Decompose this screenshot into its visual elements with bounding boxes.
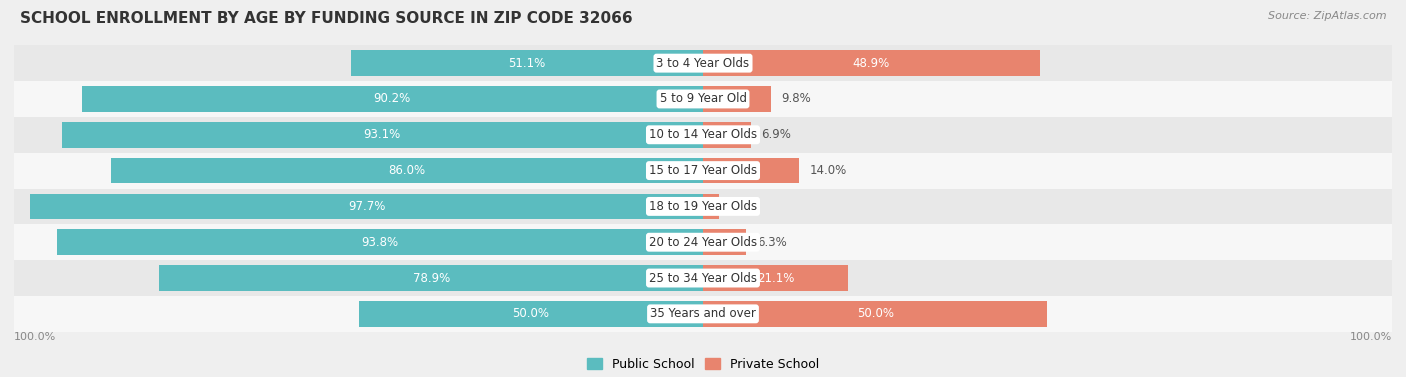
Bar — [703, 229, 747, 255]
Text: 9.8%: 9.8% — [780, 92, 811, 106]
Text: 25 to 34 Year Olds: 25 to 34 Year Olds — [650, 271, 756, 285]
Text: 100.0%: 100.0% — [1350, 332, 1392, 342]
Bar — [62, 122, 703, 148]
Text: Source: ZipAtlas.com: Source: ZipAtlas.com — [1268, 11, 1386, 21]
Bar — [111, 158, 703, 184]
Bar — [30, 193, 703, 219]
Text: 90.2%: 90.2% — [374, 92, 411, 106]
Bar — [352, 50, 703, 76]
Text: 14.0%: 14.0% — [810, 164, 846, 177]
Text: 21.1%: 21.1% — [756, 271, 794, 285]
Text: 48.9%: 48.9% — [853, 57, 890, 70]
Text: SCHOOL ENROLLMENT BY AGE BY FUNDING SOURCE IN ZIP CODE 32066: SCHOOL ENROLLMENT BY AGE BY FUNDING SOUR… — [20, 11, 633, 26]
Legend: Public School, Private School: Public School, Private School — [581, 352, 825, 377]
Bar — [703, 158, 800, 184]
Text: 78.9%: 78.9% — [412, 271, 450, 285]
Text: 93.8%: 93.8% — [361, 236, 398, 249]
Text: 3 to 4 Year Olds: 3 to 4 Year Olds — [657, 57, 749, 70]
Bar — [359, 301, 703, 327]
Bar — [159, 265, 703, 291]
Bar — [703, 265, 848, 291]
Bar — [703, 50, 1040, 76]
Text: 35 Years and over: 35 Years and over — [650, 307, 756, 320]
Text: 51.1%: 51.1% — [509, 57, 546, 70]
Bar — [56, 229, 703, 255]
Text: 5 to 9 Year Old: 5 to 9 Year Old — [659, 92, 747, 106]
Bar — [14, 117, 1392, 153]
Text: 15 to 17 Year Olds: 15 to 17 Year Olds — [650, 164, 756, 177]
Bar — [14, 296, 1392, 332]
Text: 50.0%: 50.0% — [512, 307, 550, 320]
Bar — [14, 224, 1392, 260]
Text: 18 to 19 Year Olds: 18 to 19 Year Olds — [650, 200, 756, 213]
Text: 2.3%: 2.3% — [730, 200, 759, 213]
Text: 6.3%: 6.3% — [756, 236, 786, 249]
Bar — [703, 193, 718, 219]
Bar — [14, 188, 1392, 224]
Bar — [14, 81, 1392, 117]
Text: 86.0%: 86.0% — [388, 164, 426, 177]
Text: 97.7%: 97.7% — [347, 200, 385, 213]
Bar — [14, 153, 1392, 188]
Text: 100.0%: 100.0% — [14, 332, 56, 342]
Text: 20 to 24 Year Olds: 20 to 24 Year Olds — [650, 236, 756, 249]
Bar — [14, 45, 1392, 81]
Bar — [703, 301, 1047, 327]
Text: 10 to 14 Year Olds: 10 to 14 Year Olds — [650, 128, 756, 141]
Bar — [14, 260, 1392, 296]
Text: 50.0%: 50.0% — [856, 307, 894, 320]
Bar — [82, 86, 703, 112]
Bar — [703, 122, 751, 148]
Text: 93.1%: 93.1% — [364, 128, 401, 141]
Bar — [703, 86, 770, 112]
Text: 6.9%: 6.9% — [761, 128, 790, 141]
